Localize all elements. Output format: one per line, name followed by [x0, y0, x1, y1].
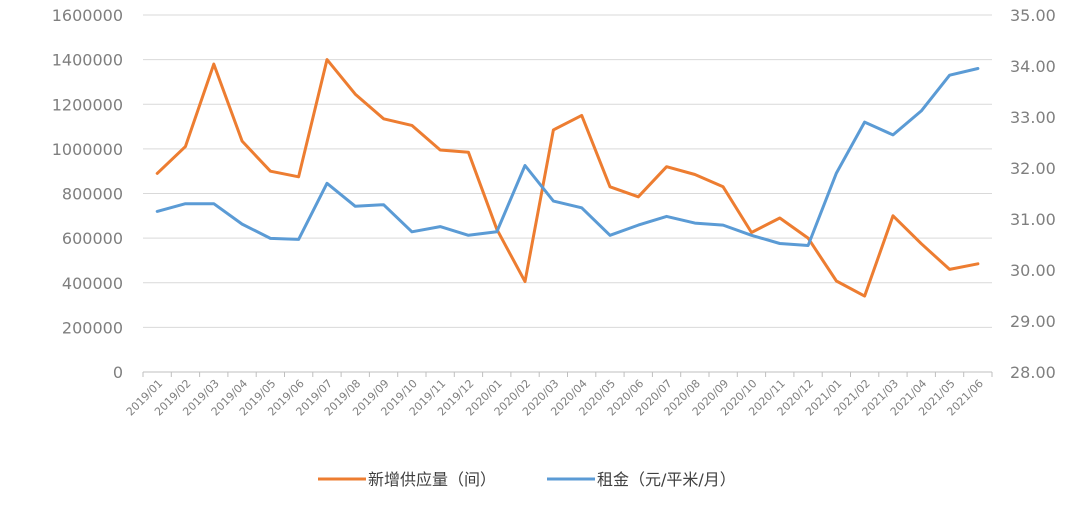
- x-axis: 2019/012019/022019/032019/042019/052019/…: [124, 372, 993, 418]
- left-tick-label: 400000: [62, 274, 123, 293]
- left-tick-label: 1200000: [52, 95, 123, 114]
- right-tick-label: 28.00: [1010, 363, 1056, 382]
- left-tick-label: 200000: [62, 318, 123, 337]
- right-y-axis: 28.00 29.00 30.00 31.00 32.00 33.00 34.00 35.00: [1010, 6, 1056, 382]
- left-tick-label: 1000000: [52, 140, 123, 159]
- left-tick-label: 800000: [62, 185, 123, 204]
- supply-series-line: [155, 58, 980, 298]
- left-tick-label: 0: [113, 363, 123, 382]
- left-y-axis: 0 200000 400000 600000 800000 1000000 1200000 1…: [52, 6, 123, 382]
- series-lines: [155, 58, 980, 298]
- left-tick-label: 1400000: [52, 51, 123, 70]
- gridlines: [143, 14, 992, 373]
- right-tick-label: 32.00: [1010, 159, 1056, 178]
- right-tick-label: 30.00: [1010, 261, 1056, 280]
- right-tick-label: 31.00: [1010, 210, 1056, 229]
- right-tick-label: 35.00: [1010, 6, 1056, 25]
- left-tick-label: 1600000: [52, 6, 123, 25]
- legend-label: 租金（元/平米/月）: [597, 470, 736, 489]
- rent-series-line: [155, 67, 980, 247]
- right-tick-label: 34.00: [1010, 57, 1056, 76]
- right-tick-label: 29.00: [1010, 312, 1056, 331]
- legend-label: 新增供应量（间）: [368, 470, 496, 489]
- legend: 新增供应量（间） 租金（元/平米/月）: [318, 470, 736, 489]
- left-tick-label: 600000: [62, 229, 123, 248]
- right-tick-label: 33.00: [1010, 108, 1056, 127]
